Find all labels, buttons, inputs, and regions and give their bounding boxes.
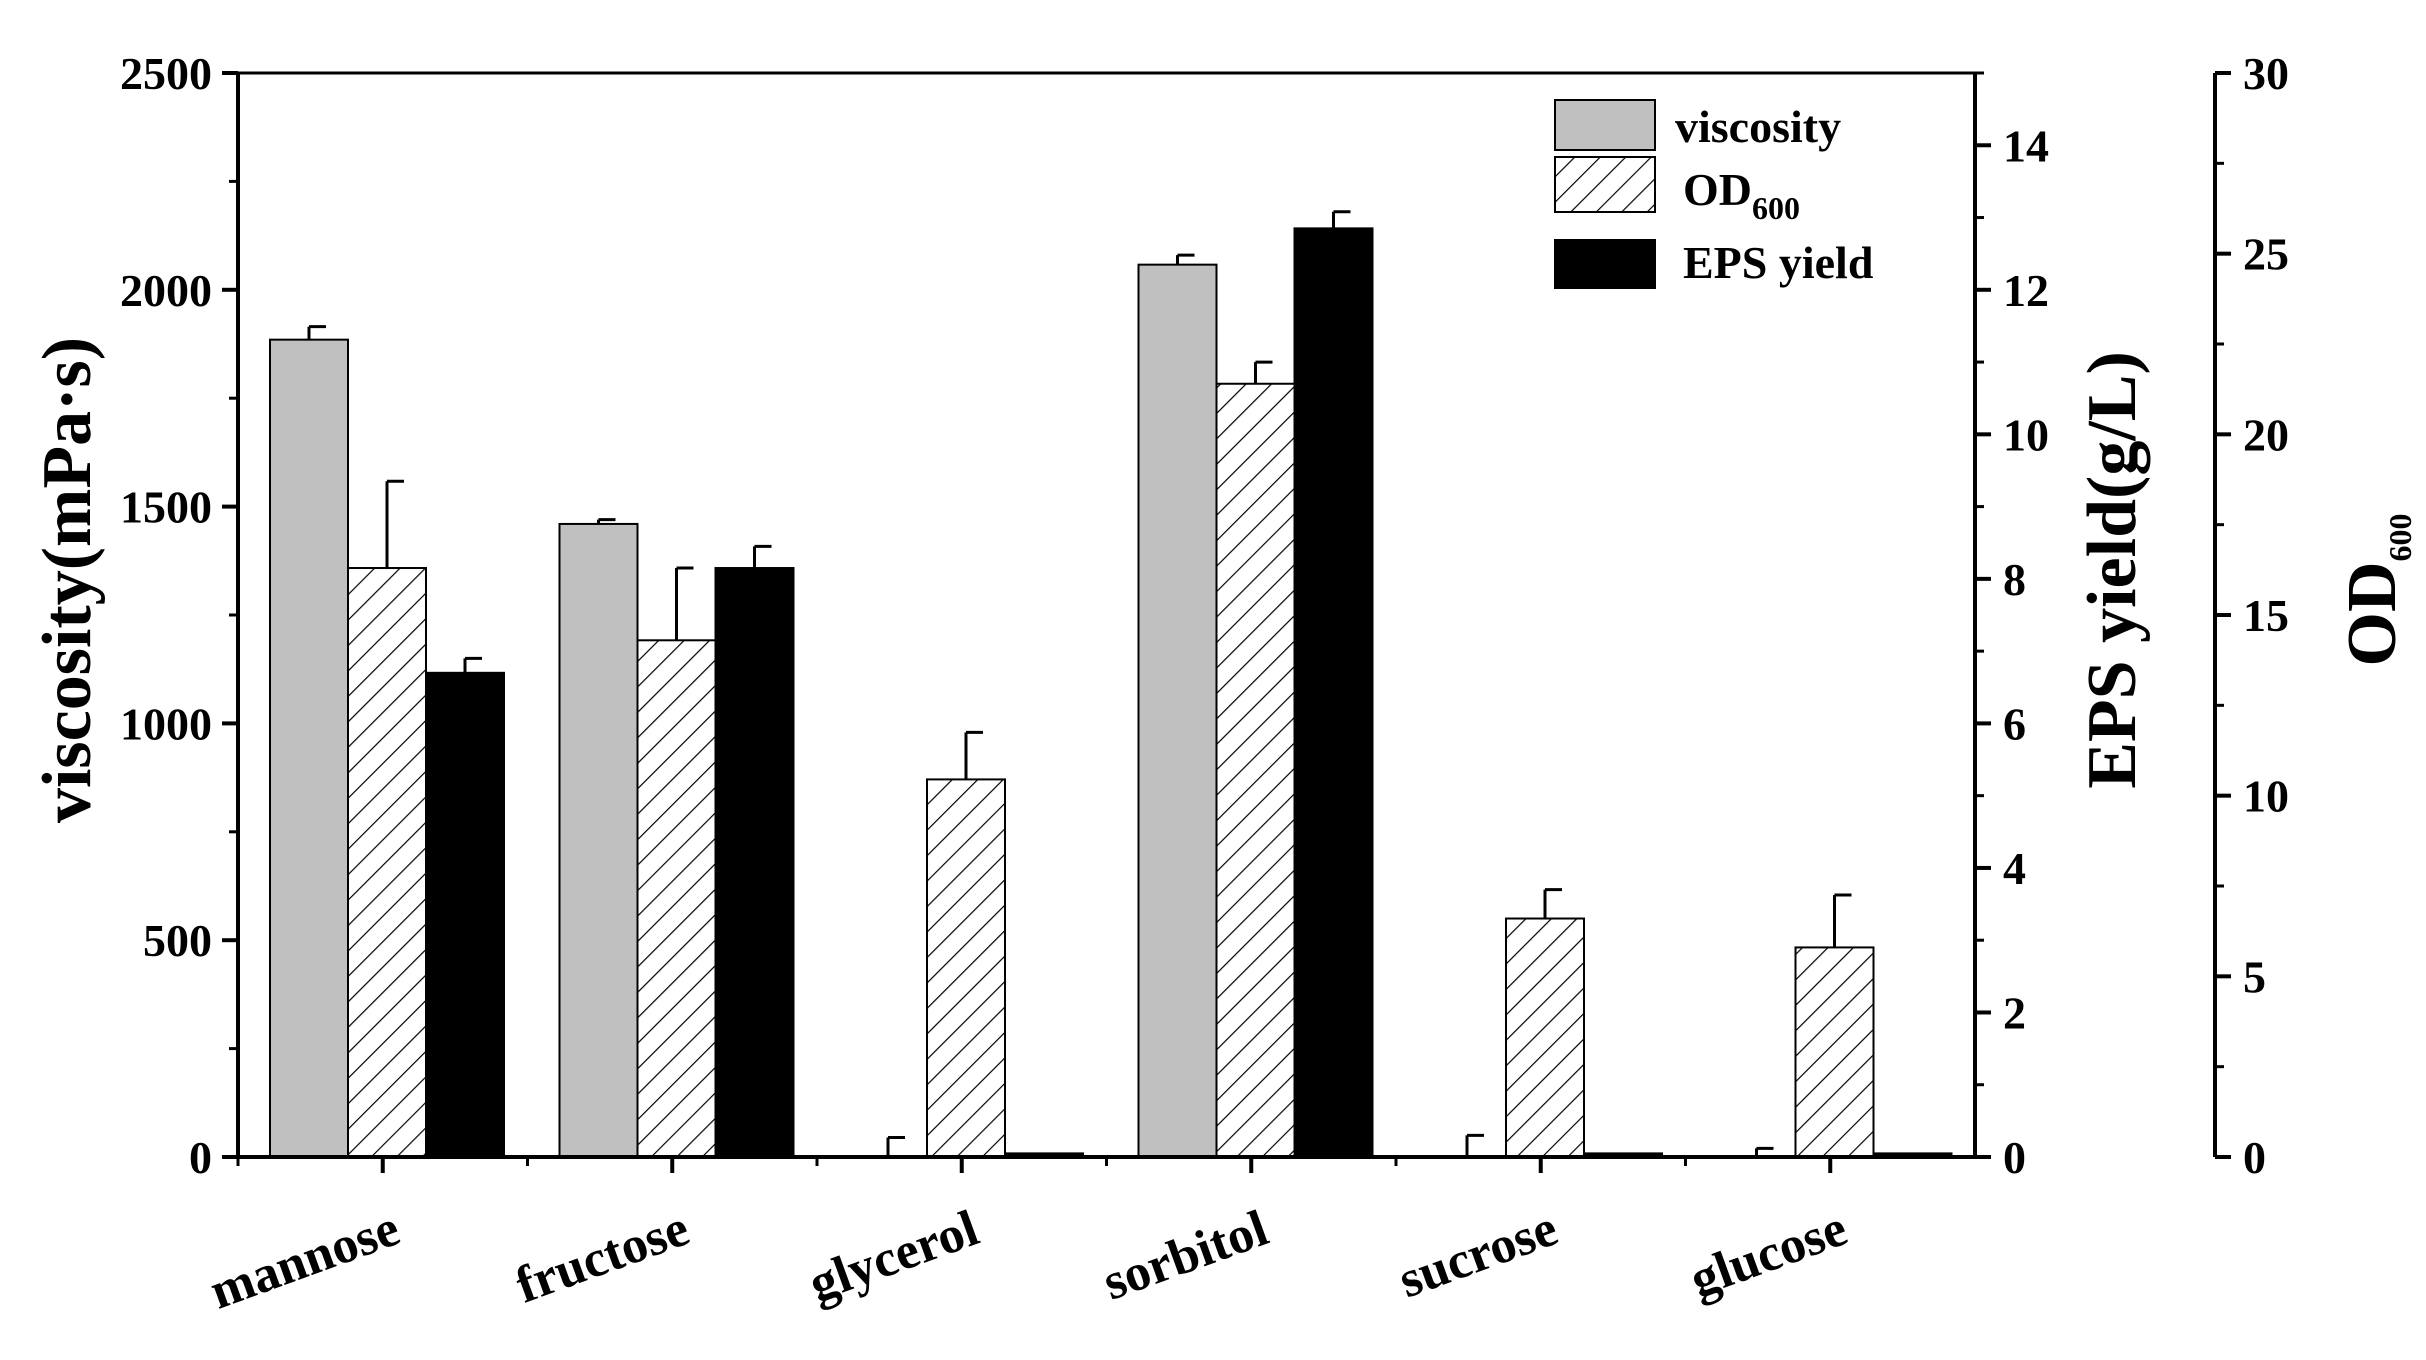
left-axis-tick-label: 1500 xyxy=(120,482,212,533)
od-axis-title: OD600 xyxy=(2334,514,2418,667)
bar-od600-sucrose xyxy=(1505,917,1585,1159)
legend: viscosity OD600 EPS yield xyxy=(1554,99,1874,289)
left-axis-tick-label: 500 xyxy=(143,915,212,966)
left-axis: 0 500 1000 1500 2000 2500 xyxy=(120,48,240,1183)
od-axis-tick-label: 30 xyxy=(2243,48,2289,99)
bar-viscosity-sorbitol xyxy=(1137,263,1218,1159)
od-axis-tick-label: 10 xyxy=(2243,771,2289,822)
eps-axis-tick-label: 4 xyxy=(2003,843,2026,894)
x-axis-category-label: mannose xyxy=(203,1200,407,1321)
eps-axis-title: EPS yield(g/L) xyxy=(2074,351,2151,789)
x-axis-category-label: glucose xyxy=(1683,1200,1855,1309)
bar-eps-yield-fructose xyxy=(714,567,795,1158)
left-axis-tick-label: 2500 xyxy=(120,48,212,99)
bar-od600-fructose xyxy=(636,639,717,1158)
eps-axis-tick-label: 8 xyxy=(2003,554,2026,605)
bar-od600-mannose xyxy=(347,567,427,1158)
bar-eps-yield-sorbitol xyxy=(1293,227,1374,1158)
bar-viscosity-fructose xyxy=(558,522,639,1158)
od-axis-tick-label: 20 xyxy=(2243,409,2289,460)
eps-axis-tick-label: 6 xyxy=(2003,698,2026,749)
legend-swatch-od600 xyxy=(1554,156,1656,213)
od-axis-tick-label: 5 xyxy=(2243,951,2266,1002)
od-axis-title-main: OD xyxy=(2334,562,2411,667)
bar-od600-glucose xyxy=(1794,946,1875,1159)
legend-label-od600: OD600 xyxy=(1683,164,1800,226)
left-axis-tick-label: 2000 xyxy=(120,265,212,316)
od-axis-tick-label: 0 xyxy=(2243,1132,2266,1183)
eps-axis-tick-label: 0 xyxy=(2003,1132,2026,1183)
legend-label-od600-main: OD xyxy=(1683,164,1752,215)
left-axis-title: viscosity(mPa·s) xyxy=(29,337,106,823)
x-axis-category-label: glycerol xyxy=(802,1200,986,1313)
eps-axis-tick-label: 14 xyxy=(2003,120,2049,171)
eps-axis-tick-label: 10 xyxy=(2003,409,2049,460)
left-axis-tick-label: 0 xyxy=(189,1132,212,1183)
x-axis: mannose fructose glycerol sorbitol sucrose gl… xyxy=(203,1155,1975,1321)
x-axis-category-label: sucrose xyxy=(1392,1200,1565,1310)
od-axis: 0 5 10 15 20 25 30 xyxy=(2213,48,2289,1183)
x-axis-category-label: fructose xyxy=(509,1200,697,1315)
legend-label-eps: EPS yield xyxy=(1683,237,1874,288)
bars xyxy=(269,227,1953,1159)
legend-label-viscosity: viscosity xyxy=(1675,101,1841,152)
bar-od600-sorbitol xyxy=(1215,382,1296,1159)
legend-swatch-eps xyxy=(1554,239,1656,289)
bar-eps-yield-mannose xyxy=(425,671,505,1159)
error-bars xyxy=(307,210,1930,1157)
left-axis-tick-label: 1000 xyxy=(120,698,212,749)
bar-viscosity-mannose xyxy=(269,338,349,1158)
eps-axis-tick-label: 12 xyxy=(2003,265,2049,316)
legend-swatch-viscosity xyxy=(1554,99,1656,151)
od-axis-title-sub: 600 xyxy=(2382,514,2418,562)
od-axis-tick-label: 25 xyxy=(2243,229,2289,280)
bar-od600-glycerol xyxy=(926,778,1006,1158)
od-axis-tick-label: 15 xyxy=(2243,590,2289,641)
eps-axis: 0 2 4 6 8 10 12 14 xyxy=(1973,71,2049,1183)
x-axis-category-label: sorbitol xyxy=(1096,1200,1276,1312)
eps-axis-tick-label: 2 xyxy=(2003,987,2026,1038)
legend-label-od600-sub: 600 xyxy=(1752,190,1800,226)
